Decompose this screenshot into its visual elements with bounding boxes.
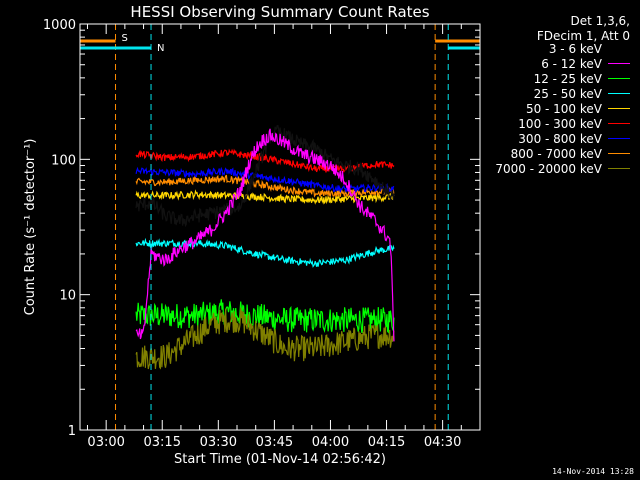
x-tick-label: 03:00: [87, 435, 124, 450]
legend-entry: 300 - 800 keV: [518, 131, 630, 146]
y-tick-label: 1000: [43, 18, 76, 33]
legend-swatch: [608, 48, 630, 49]
legend-entry-label: 6 - 12 keV: [541, 56, 602, 71]
footer-timestamp: 14-Nov-2014 13:28: [552, 467, 634, 476]
legend-title-line-2: FDecim 1, Att 0: [536, 29, 630, 43]
legend-title-line-1: Det 1,3,6,: [570, 14, 631, 28]
legend-entry-label: 300 - 800 keV: [518, 131, 602, 146]
legend-entry-label: 3 - 6 keV: [548, 41, 602, 56]
legend-swatch: [608, 168, 630, 169]
legend-swatch: [608, 78, 630, 79]
legend-entry: 3 - 6 keV: [549, 41, 630, 56]
legend-swatch: [608, 153, 630, 154]
legend-entry-label: 7000 - 20000 keV: [495, 161, 602, 176]
series-line-6: [135, 166, 395, 193]
x-tick-label: 04:30: [424, 435, 461, 450]
legend-swatch: [608, 63, 630, 64]
marker-label-N: N: [157, 43, 164, 54]
series-line-3: [135, 237, 395, 268]
x-axis-label: Start Time (01-Nov-14 02:56:42): [174, 452, 386, 467]
y-tick-label: 100: [51, 153, 76, 168]
legend-swatch: [608, 93, 630, 94]
series-line-0: [135, 124, 395, 228]
y-tick-label: 10: [59, 289, 76, 304]
legend-entry: 800 - 7000 keV: [511, 146, 630, 161]
legend-entry: 25 - 50 keV: [534, 86, 630, 101]
series-line-1: [135, 128, 395, 342]
legend-entry: 7000 - 20000 keV: [495, 161, 630, 176]
x-tick-label: 03:45: [256, 435, 293, 450]
legend-entry-label: 25 - 50 keV: [533, 86, 602, 101]
x-tick-label: 03:30: [200, 435, 237, 450]
y-axis-label: Count Rate (s⁻¹ detector⁻¹): [23, 139, 38, 316]
y-tick-label: 1: [68, 424, 76, 439]
legend-swatch: [608, 108, 630, 109]
series-line-8: [135, 307, 395, 370]
legend-swatch: [608, 123, 630, 124]
legend-swatch: [608, 138, 630, 139]
series-line-2: [135, 299, 395, 334]
legend-entry-label: 50 - 100 keV: [525, 101, 602, 116]
plot-frame: [79, 23, 481, 431]
x-tick-label: 03:15: [144, 435, 181, 450]
legend-entry: 6 - 12 keV: [541, 56, 630, 71]
legend-entry: 12 - 25 keV: [534, 71, 630, 86]
marker-label-S: S: [122, 33, 128, 44]
x-tick-label: 04:15: [368, 435, 405, 450]
legend-entry: 100 - 300 keV: [518, 116, 630, 131]
series-line-4: [135, 189, 395, 205]
series-line-7: [135, 174, 395, 199]
x-tick-label: 04:00: [312, 435, 349, 450]
legend-entry-label: 800 - 7000 keV: [510, 146, 602, 161]
legend-entry-label: 100 - 300 keV: [518, 116, 602, 131]
legend-entry-label: 12 - 25 keV: [533, 71, 602, 86]
legend-entry: 50 - 100 keV: [526, 101, 630, 116]
chart-title: HESSI Observing Summary Count Rates: [130, 3, 429, 21]
